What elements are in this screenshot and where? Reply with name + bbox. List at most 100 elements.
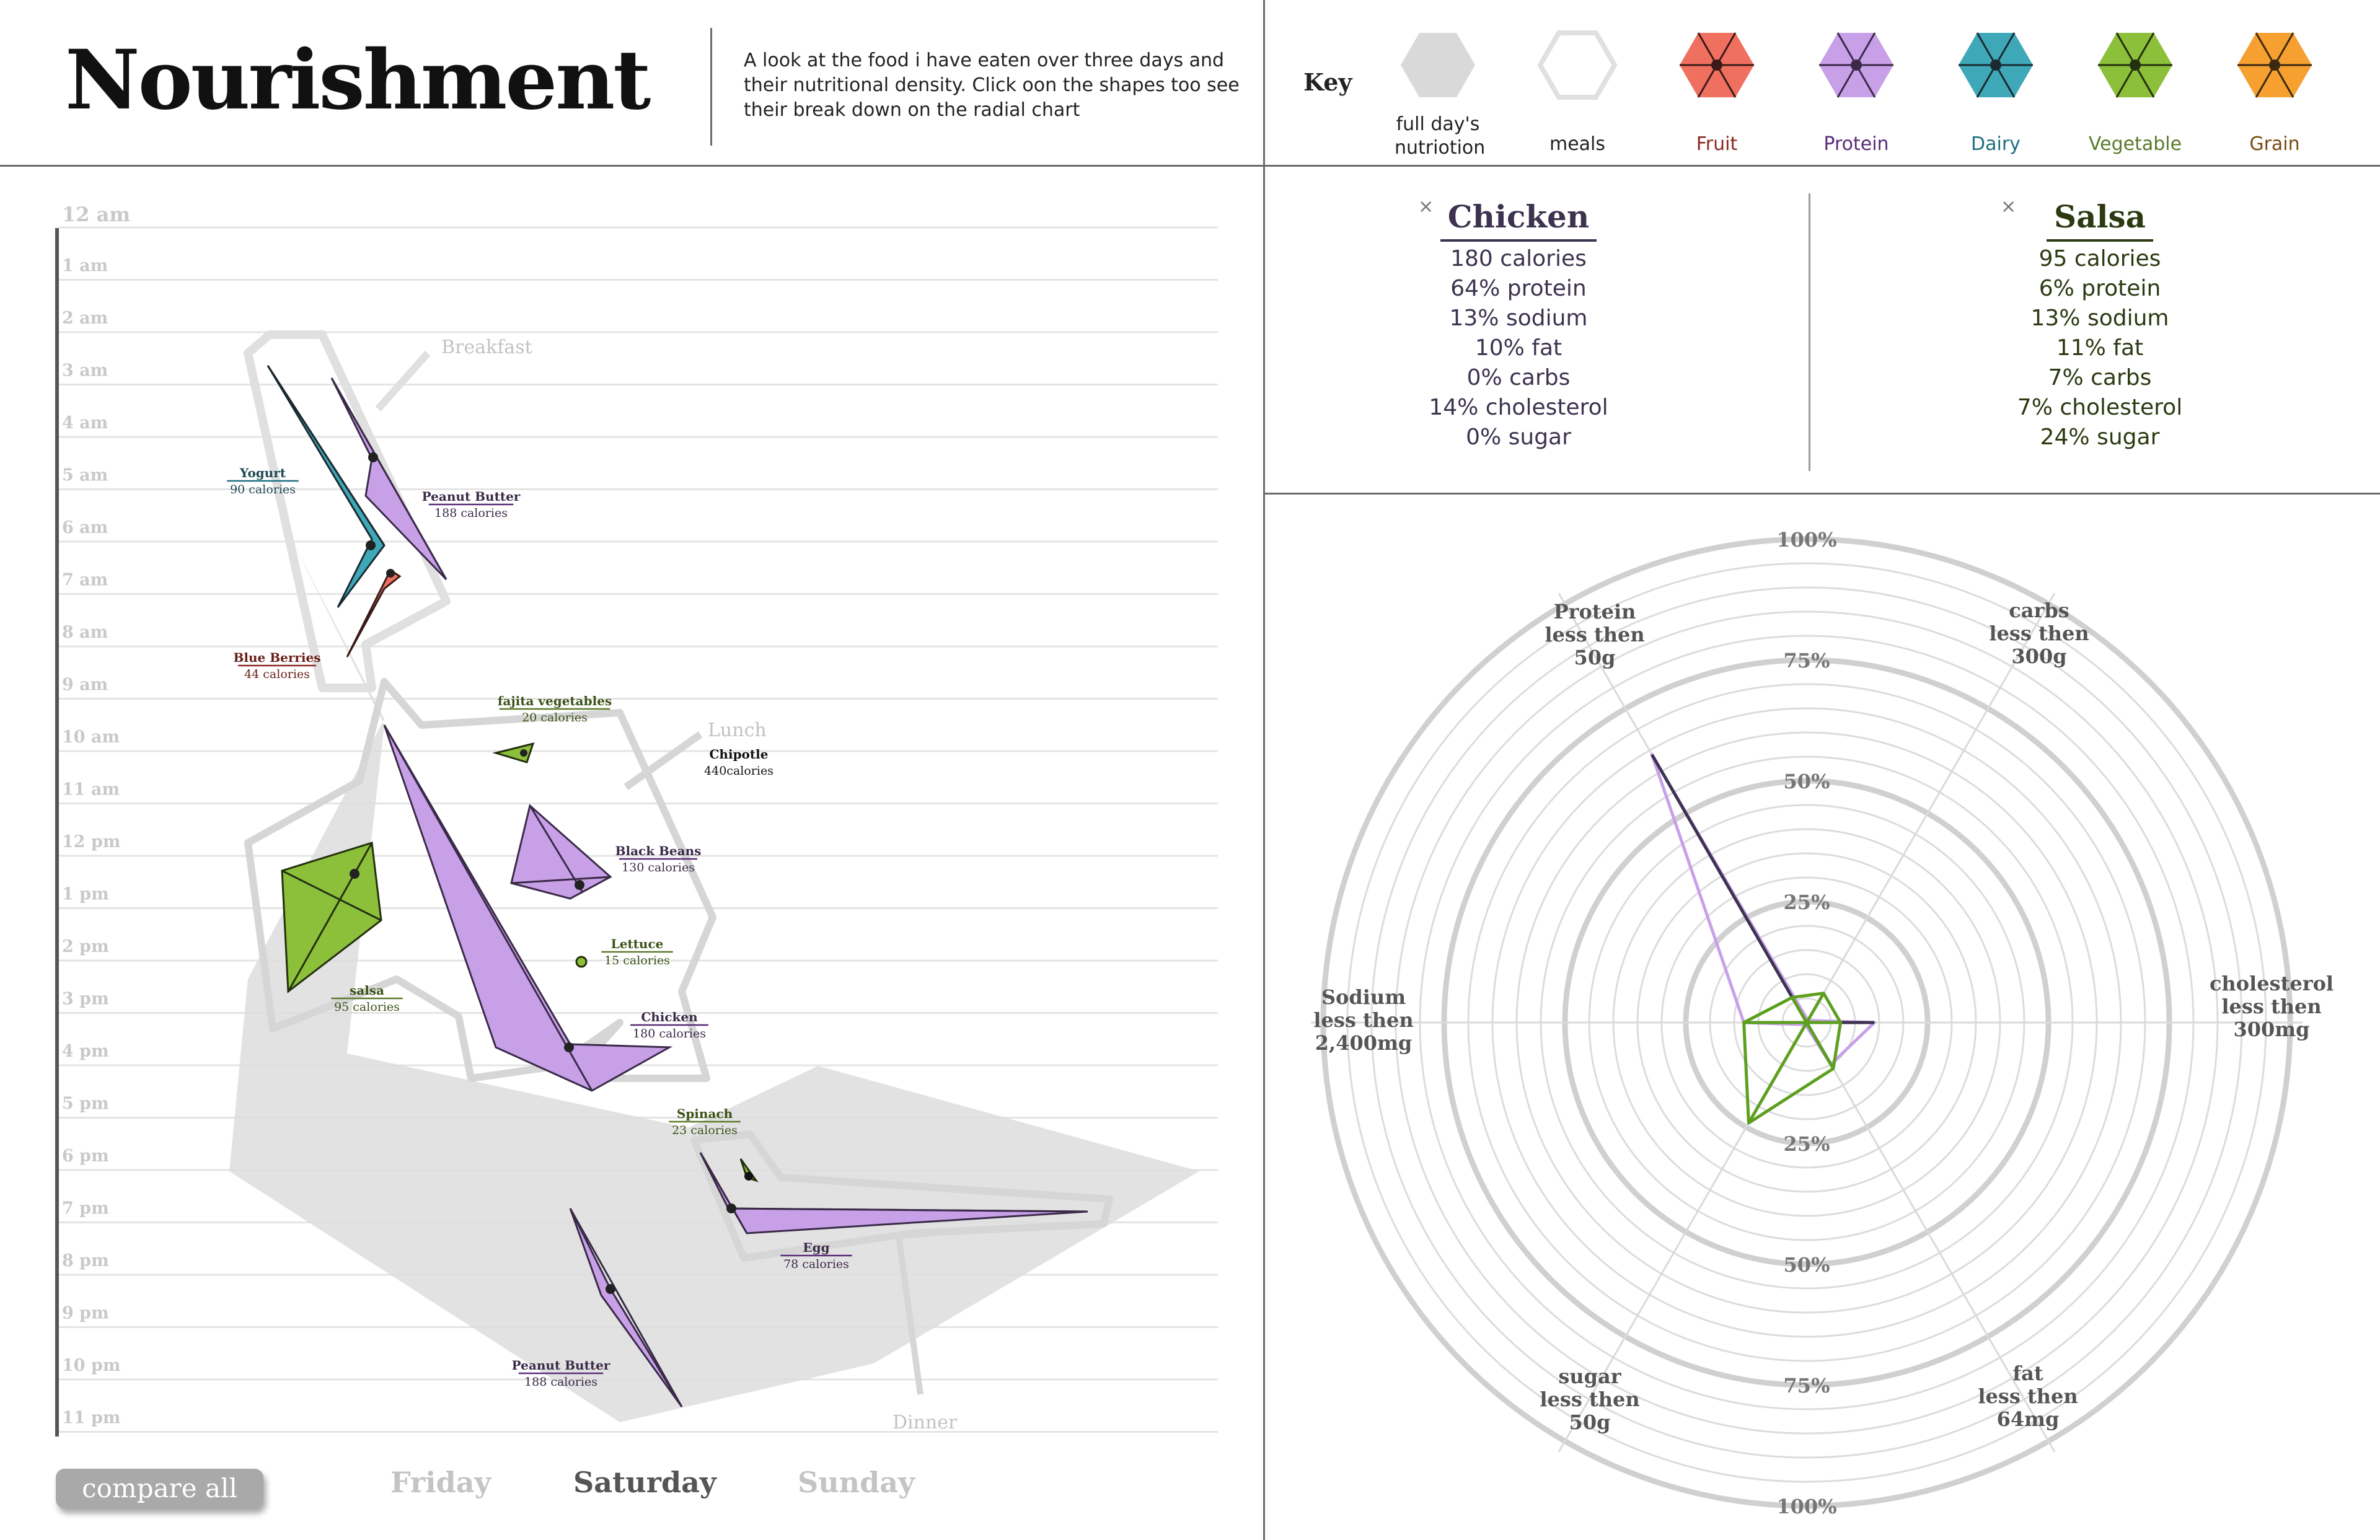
meal-label: Lunch (708, 719, 767, 741)
key-item: meals (1512, 25, 1642, 161)
food-shape-lettuce[interactable] (575, 956, 588, 968)
hexagon-center (1711, 59, 1722, 71)
hexagon-center (1851, 59, 1862, 71)
food-name: salsa (350, 983, 384, 998)
detail-line: 6% protein (2038, 276, 2161, 301)
food-label[interactable]: Chicken 180 calories (630, 1010, 708, 1041)
timeline-chart[interactable]: 12 am 1 am 2 am 3 am 4 am 5 am 6 am 7 am 8 am 9 a… (0, 167, 1258, 1456)
dinner-pointer (898, 1230, 930, 1239)
radar-value-spoke (1747, 1021, 1809, 1124)
food-calories: 188 calories (524, 1375, 597, 1389)
food-name: Peanut Butter (512, 1358, 610, 1373)
hexagon-icon (1959, 32, 2033, 98)
food-label[interactable]: Blue Berries 44 calories (233, 650, 320, 681)
food-label[interactable]: fajita vegetables 20 calories (498, 693, 612, 724)
food-spoke (511, 876, 611, 884)
tab-sunday[interactable]: Sunday (798, 1466, 915, 1499)
food-spoke (267, 365, 386, 546)
page-subtitle: A look at the food i have eaten over thr… (744, 50, 1240, 121)
radar-value-spoke (1805, 1021, 1835, 1070)
food-spoke (569, 1208, 683, 1407)
close-icon[interactable]: × (1418, 196, 1434, 218)
key-label: Vegetable (2088, 133, 2182, 155)
detail-line: 13% sodium (1449, 306, 1588, 331)
food-node (575, 880, 584, 890)
key-item: Protein (1791, 25, 1921, 161)
detail-card-salsa: Salsa 95 calories 6% protein 13% sodium … (1970, 197, 2230, 452)
detail-name: Chicken (1440, 197, 1597, 242)
radar-axis-line: less then (1540, 1388, 1639, 1411)
full-day-shape[interactable] (229, 539, 1199, 1422)
food-calories: 188 calories (434, 506, 508, 520)
food-spoke (728, 1207, 1088, 1213)
breakfast-meal-outline[interactable] (244, 330, 451, 692)
detail-line: 24% sugar (2040, 425, 2160, 450)
radar-axis-line: 50g (1574, 646, 1616, 669)
food-spoke (529, 805, 584, 893)
food-label[interactable]: Chipotle 440calories (704, 747, 774, 778)
radar-axis-line: less then (1978, 1384, 2078, 1408)
lunch-meal-outline[interactable] (244, 678, 716, 1082)
title-divider (710, 28, 712, 146)
food-shape-fajita-vegetables[interactable] (492, 742, 535, 763)
tab-saturday[interactable]: Saturday (573, 1466, 716, 1499)
food-shapes[interactable] (267, 365, 1088, 1407)
hexagon-center (2269, 59, 2280, 71)
radar-axis-line: Protein (1554, 600, 1636, 623)
breakfast-pointer (375, 351, 431, 411)
food-node (564, 1042, 574, 1052)
radar-axis-line: less then (1989, 622, 2089, 645)
dinner-meal-outline[interactable] (690, 1130, 1113, 1262)
radar-axis-line: 50g (1569, 1410, 1611, 1434)
food-calories: 20 calories (522, 711, 588, 724)
food-calories: 23 calories (672, 1124, 738, 1137)
hour-tick-label: 9 am (62, 675, 108, 695)
food-node (386, 569, 395, 578)
detail-line: 13% sodium (2030, 306, 2169, 331)
food-label[interactable]: Lettuce 15 calories (601, 936, 673, 967)
food-label[interactable]: Egg 78 calories (780, 1240, 852, 1271)
food-spoke (287, 842, 373, 992)
food-name: Blue Berries (233, 650, 320, 665)
hour-tick-label: 2 pm (62, 937, 109, 956)
food-label[interactable]: Peanut Butter 188 calories (512, 1358, 610, 1389)
food-label[interactable]: Black Beans 130 calories (615, 843, 702, 874)
ring-label: 25% (1784, 891, 1830, 914)
meal-label: Breakfast (441, 337, 532, 358)
ring-label: 100% (1776, 1495, 1836, 1518)
food-shape-black-beans[interactable] (510, 804, 612, 900)
food-label[interactable]: salsa 95 calories (331, 983, 403, 1014)
compare-all-button[interactable]: compare all (56, 1469, 263, 1508)
food-spoke (330, 377, 447, 580)
key-item: Vegetable (2070, 25, 2200, 161)
food-spoke (383, 724, 593, 1091)
tab-friday[interactable]: Friday (390, 1466, 491, 1499)
food-shape-blue-berries[interactable] (346, 568, 402, 658)
detail-card-chicken: Chicken 180 calories 64% protein 13% sod… (1388, 197, 1649, 452)
food-label[interactable]: Peanut Butter 188 calories (422, 489, 521, 520)
radar-value-spoke (1791, 997, 1809, 1024)
hour-tick-label: 10 pm (62, 1356, 120, 1375)
hour-tick-label: 5 pm (62, 1094, 109, 1114)
detail-line: 11% fat (2056, 335, 2144, 361)
hexagon-icon (1401, 33, 1475, 97)
hexagon-icon (1680, 32, 1754, 98)
key-label: full day's nutriotion (1395, 113, 1486, 159)
header-divider (0, 165, 2380, 167)
radar-axis-line: less then (1545, 623, 1644, 646)
close-icon[interactable]: × (2001, 196, 2017, 218)
radar-axis-line: 64mg (1997, 1407, 2060, 1431)
hour-tick-label: 9 pm (62, 1304, 109, 1323)
hexagon-shape (1537, 30, 1618, 100)
ring-label: 50% (1784, 1253, 1830, 1277)
food-shape-chicken[interactable] (383, 724, 673, 1092)
food-label[interactable]: Spinach 23 calories (669, 1106, 741, 1137)
radar-axis-line: less then (1313, 1008, 1413, 1032)
food-node (520, 749, 527, 757)
hour-tick-label: 5 am (62, 466, 108, 485)
food-calories: 180 calories (633, 1027, 706, 1041)
food-label[interactable]: Yogurt 90 calories (227, 465, 299, 496)
